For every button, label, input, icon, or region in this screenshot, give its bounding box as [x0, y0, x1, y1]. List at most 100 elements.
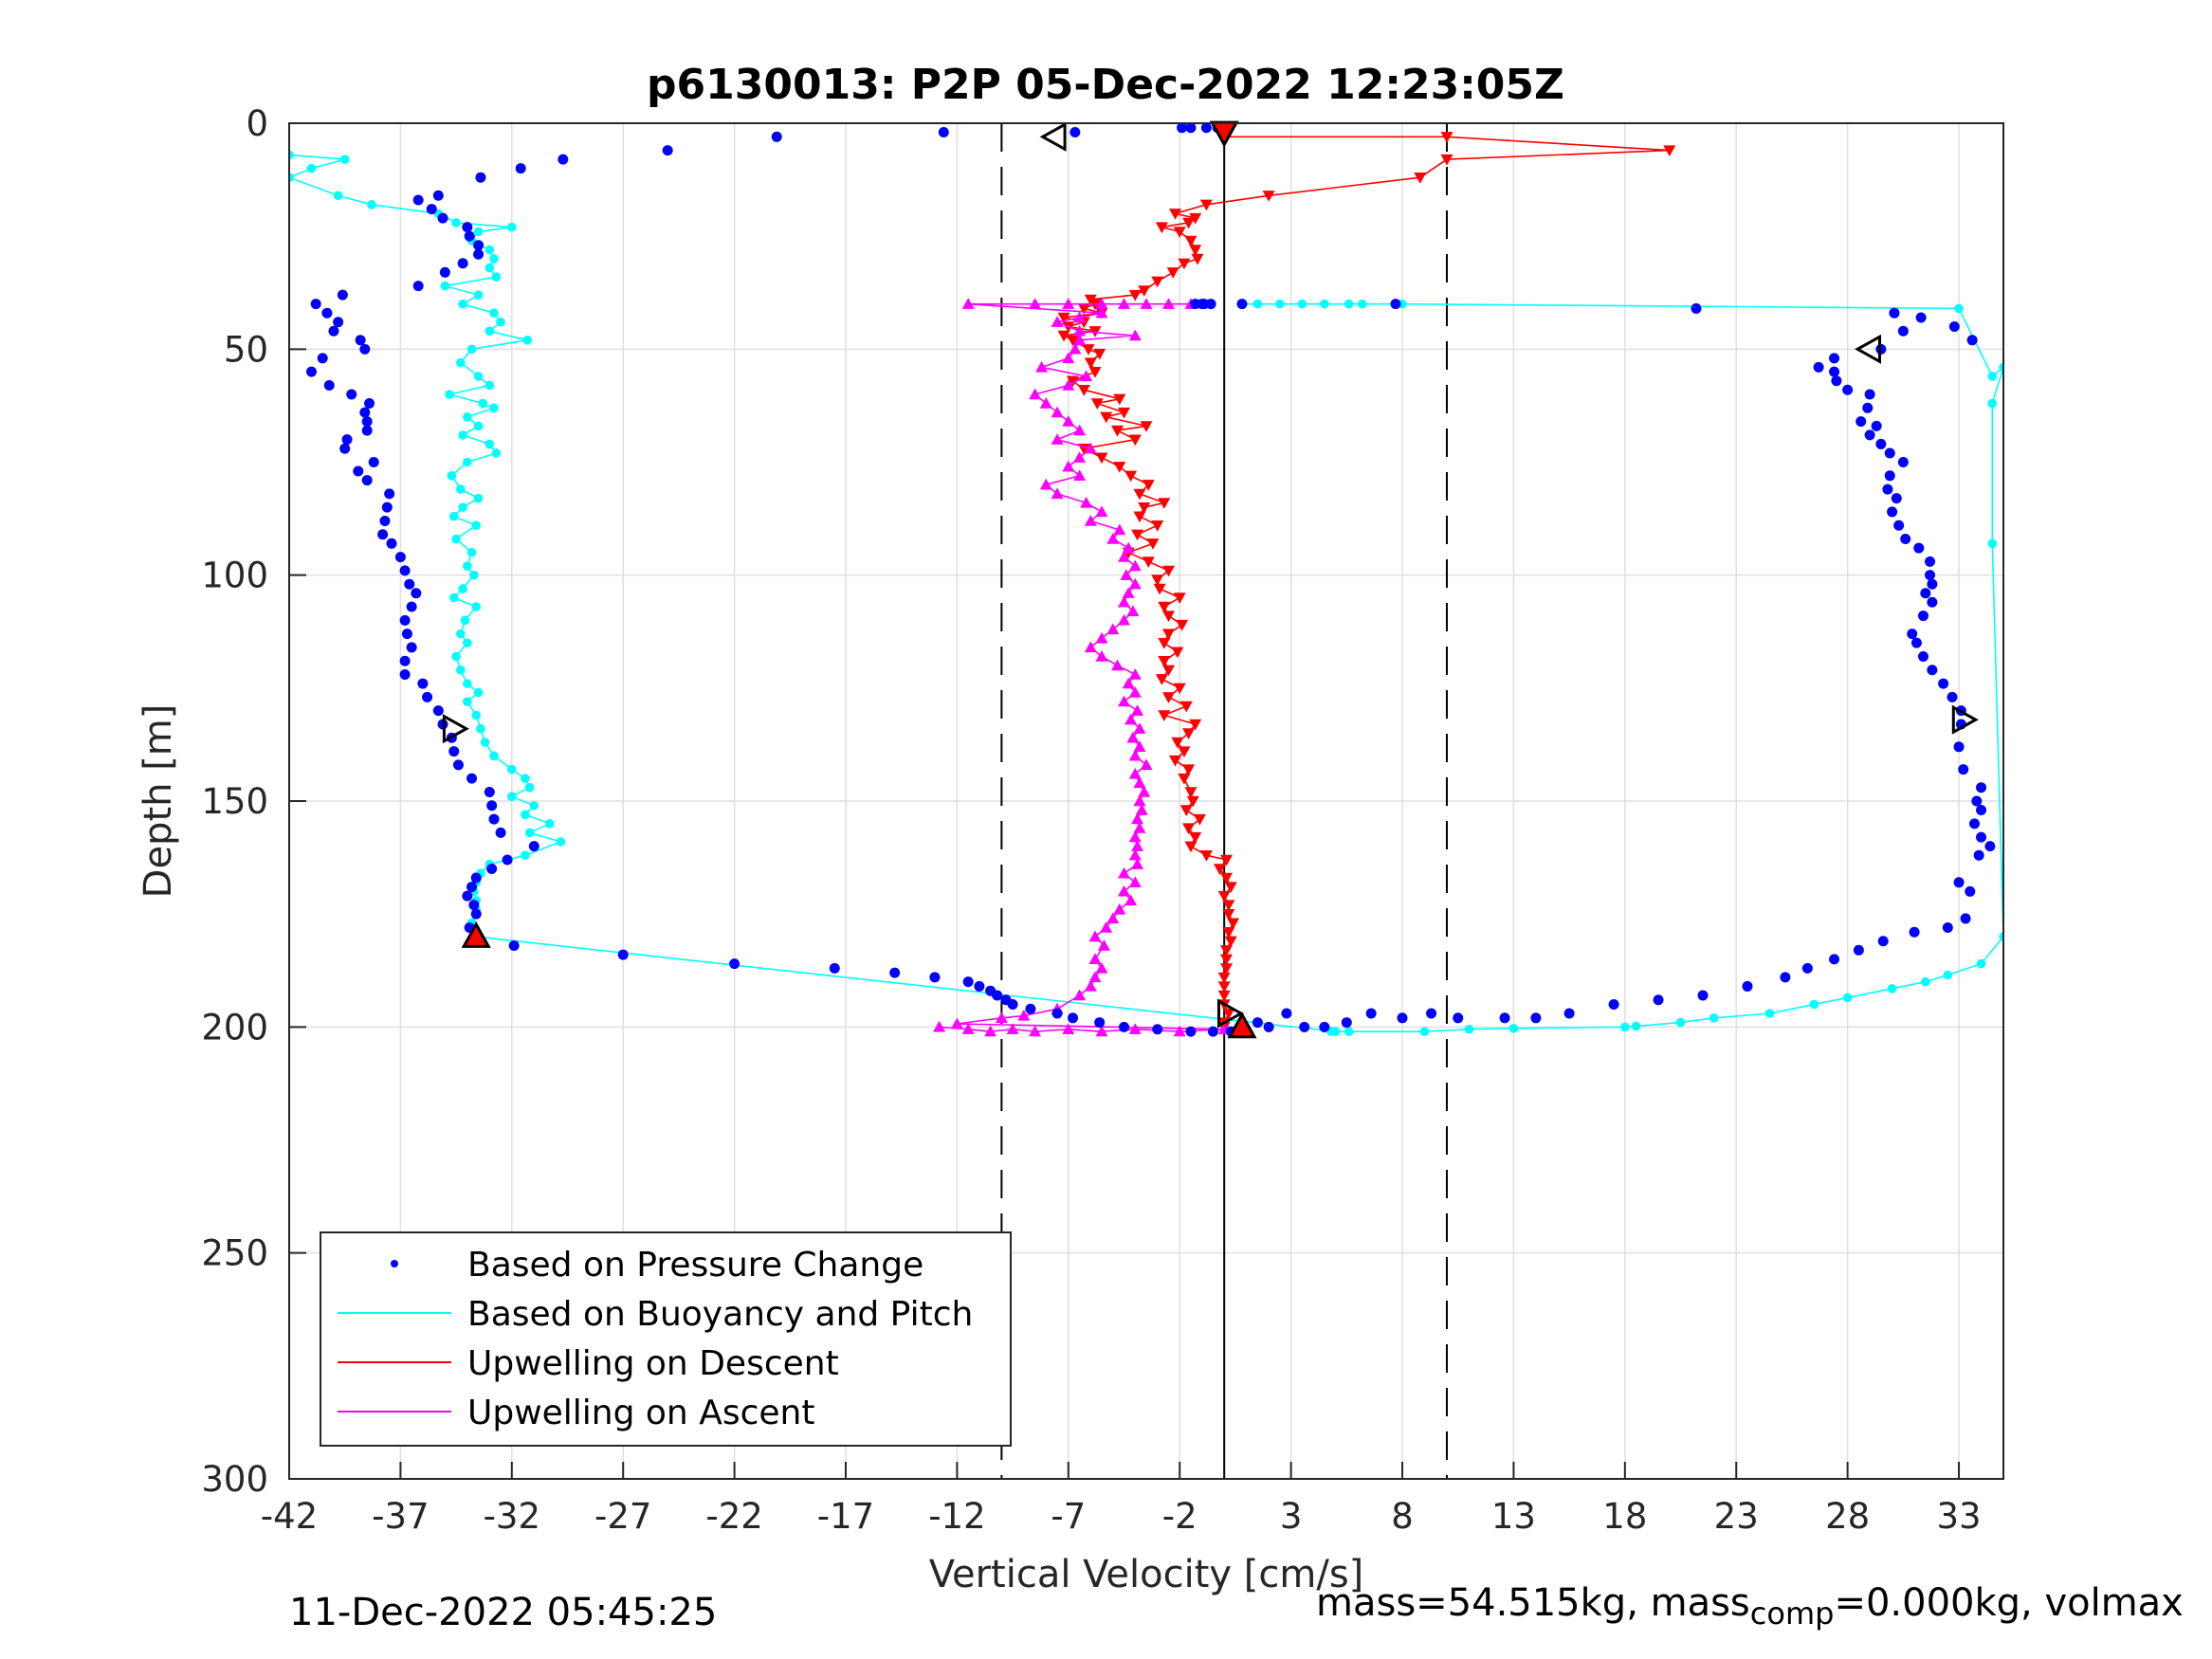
ascent-point [1118, 695, 1130, 707]
pressure-point [1397, 1012, 1408, 1024]
descent-point [1151, 276, 1164, 288]
pressure-point [1913, 542, 1925, 554]
buoyancy-point [524, 782, 535, 793]
pressure-point [771, 131, 782, 142]
pressure-point [1976, 831, 1987, 843]
ascent-point [1095, 631, 1108, 644]
pressure-point [399, 614, 411, 626]
buoyancy-point [521, 850, 530, 860]
pressure-point [1915, 312, 1927, 323]
pressure-point [974, 980, 985, 992]
descent-point [1217, 990, 1231, 1002]
ascent-point [1084, 979, 1097, 992]
descent-point [1217, 972, 1231, 984]
buoyancy-point [484, 439, 495, 449]
ascent-point [1111, 659, 1124, 671]
ascent-point [1131, 858, 1144, 869]
ascent-point [1073, 324, 1087, 337]
pressure-point [1917, 650, 1929, 662]
pressure-point [426, 204, 437, 215]
pressure-point [1236, 299, 1248, 310]
pressure-point [1976, 782, 1987, 793]
descent-point [1224, 936, 1237, 948]
pressure-point [384, 488, 395, 500]
pressure-point [992, 990, 1003, 1001]
ascent-point [1097, 939, 1110, 951]
pressure-point [1968, 818, 1980, 830]
buoyancy-point [458, 299, 467, 309]
buoyancy-point [458, 584, 467, 593]
legend-swatch-dot [391, 1260, 398, 1267]
buoyancy-point [339, 155, 350, 164]
legend-entry-label: Based on Pressure Change [467, 1246, 923, 1285]
buoyancy-point [1809, 999, 1819, 1010]
pressure-point [1976, 805, 1987, 816]
pressure-point [1920, 588, 1931, 599]
y-tick-label: 150 [201, 781, 268, 822]
pressure-point [488, 813, 500, 825]
descent-point [1162, 692, 1175, 703]
pressure-point [323, 379, 335, 391]
ascent-point [1088, 930, 1102, 942]
descent-point [1173, 683, 1186, 695]
event-marker [1855, 334, 1881, 364]
ascent-point [1051, 316, 1064, 327]
pressure-point [361, 425, 373, 436]
pressure-point [1185, 123, 1197, 134]
pressure-point [1853, 944, 1864, 956]
pressure-point [1893, 520, 1905, 531]
series-0 [305, 123, 1996, 1037]
ascent-point [1062, 352, 1075, 364]
buoyancy-point [1275, 299, 1285, 309]
pressure-point [439, 266, 450, 278]
pressure-point [406, 642, 417, 653]
ascent-point [1118, 298, 1130, 309]
buoyancy-point [1954, 303, 1964, 314]
buoyancy-point [463, 561, 472, 571]
descent-point [1176, 619, 1189, 631]
pressure-point [729, 958, 740, 970]
ascent-point [1106, 623, 1120, 635]
buoyancy-point [484, 380, 495, 391]
buoyancy-point [440, 281, 450, 291]
pressure-point [1897, 457, 1909, 467]
legend-entry-label: Based on Buoyancy and Pitch [467, 1295, 973, 1334]
buoyancy-point [1976, 958, 1986, 969]
ascent-point [1128, 876, 1142, 887]
pressure-point [1947, 691, 1958, 702]
descent-point [1191, 253, 1204, 265]
buoyancy-point [333, 191, 343, 201]
buoyancy-point [463, 697, 472, 706]
ascent-point [1069, 342, 1082, 355]
ascent-point [1133, 822, 1146, 833]
x-tick-label: -2 [1162, 1496, 1197, 1537]
descent-point [1077, 385, 1090, 396]
buoyancy-point [489, 254, 499, 264]
pressure-point [359, 407, 371, 418]
descent-point [1220, 954, 1233, 966]
descent-point [1128, 289, 1142, 301]
descent-point [1227, 918, 1240, 930]
pressure-point [1942, 921, 1953, 933]
pressure-point [1897, 325, 1909, 337]
buoyancy-point [451, 534, 461, 544]
pressure-point [1960, 913, 1971, 924]
ascent-point [1128, 1023, 1142, 1034]
y-axis-label: Depth [m] [137, 704, 180, 899]
buoyancy-point [480, 738, 490, 747]
ascent-point [1073, 424, 1087, 436]
series-3 [933, 298, 1231, 1037]
pressure-point [1889, 307, 1900, 319]
pressure-point [502, 854, 513, 866]
descent-point [1077, 303, 1090, 315]
descent-point [1217, 981, 1231, 993]
descent-point [1171, 647, 1184, 659]
buoyancy-point [463, 457, 472, 467]
pressure-point [346, 389, 357, 400]
ascent-point [1035, 360, 1049, 373]
pressure-point [1948, 321, 1960, 332]
descent-point [1158, 710, 1171, 721]
ascent-point [961, 298, 975, 309]
pressure-point [1900, 534, 1911, 545]
ascent-point [1128, 749, 1142, 761]
